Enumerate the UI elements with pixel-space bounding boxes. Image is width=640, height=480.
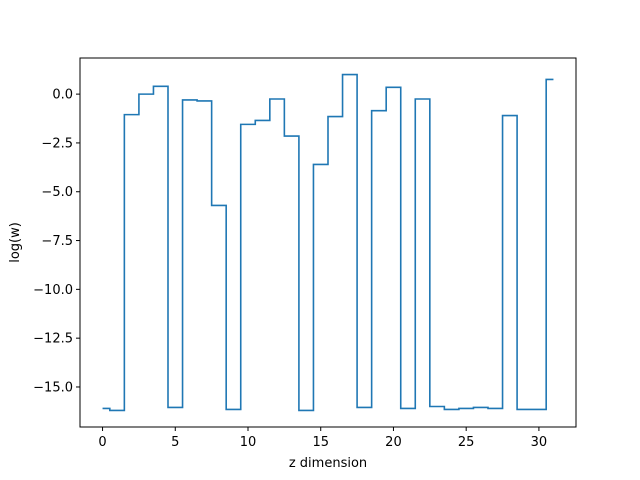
y-axis: 0.0 −2.5 −5.0 −7.5 −10.0 −12.5 −15.0 (33, 88, 80, 395)
x-tick-label: 0 (98, 435, 106, 450)
y-tick-label: −5.0 (41, 185, 73, 200)
y-axis-label: log(w) (8, 222, 23, 263)
x-tick-label: 30 (531, 435, 548, 450)
x-tick-label: 15 (312, 435, 329, 450)
y-tick-label: −10.0 (33, 283, 73, 298)
y-tick-label: −7.5 (41, 234, 73, 249)
y-tick-label: −15.0 (33, 380, 73, 395)
y-tick-label: −12.5 (33, 332, 73, 347)
y-tick-label: −2.5 (41, 136, 73, 151)
axes-frame (79, 57, 577, 428)
x-tick-label: 25 (458, 435, 475, 450)
x-tick-label: 5 (171, 435, 179, 450)
x-axis: 0 5 10 15 20 25 30 (98, 427, 547, 450)
x-tick-label: 20 (385, 435, 402, 450)
x-tick-label: 10 (240, 435, 257, 450)
y-tick-label: 0.0 (52, 88, 73, 103)
series-line (102, 73, 554, 412)
x-axis-label: z dimension (289, 456, 367, 471)
plot-area (102, 73, 554, 412)
